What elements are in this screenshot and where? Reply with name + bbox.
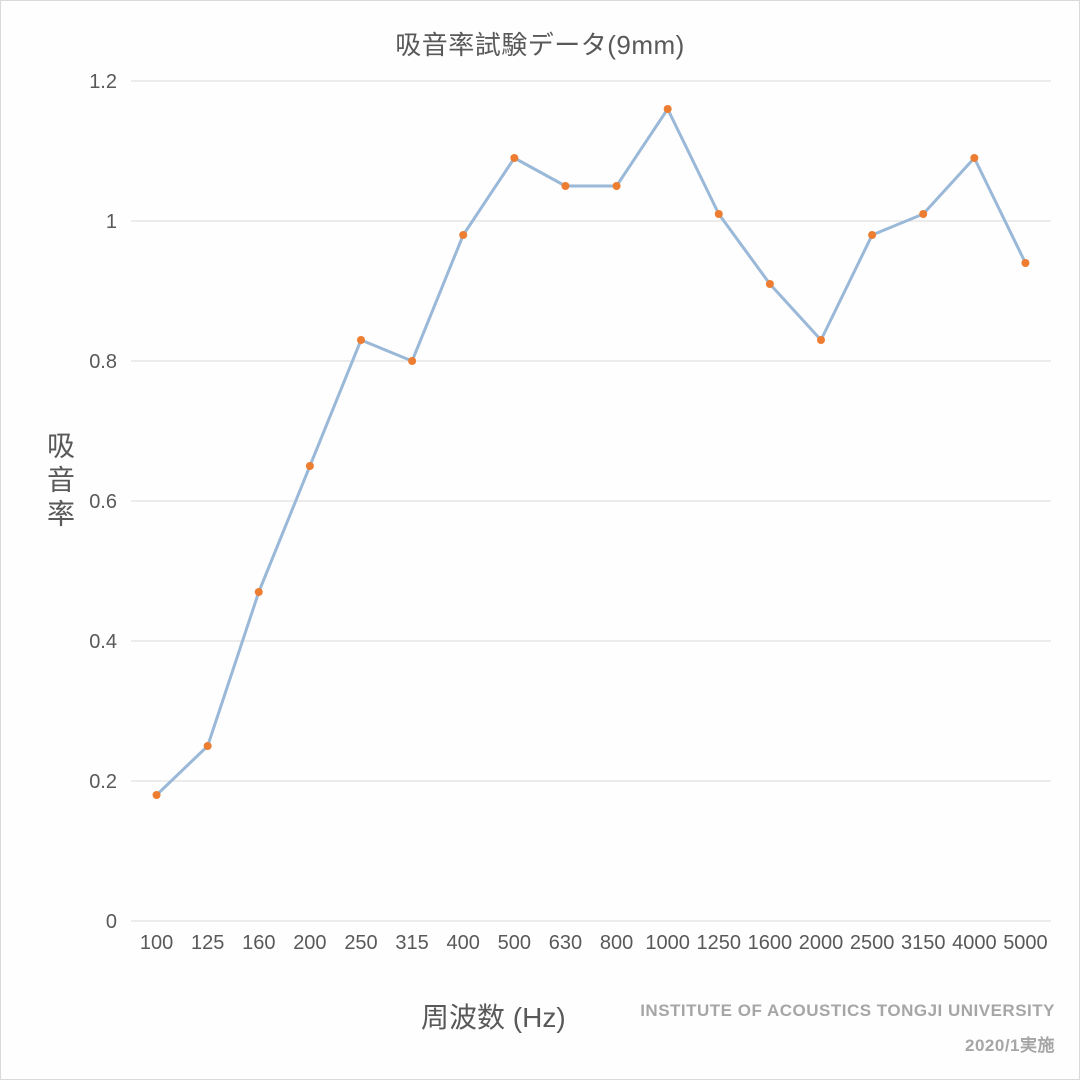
y-tick-label: 0.2 — [89, 771, 117, 793]
x-tick-label: 2000 — [799, 932, 844, 954]
x-tick-label: 160 — [242, 932, 275, 954]
chart-plot: 0 0.2 0.4 0.6 0.8 1 1.2 100 125 160 200 250 315 400 50… — [1, 1, 1080, 1081]
x-tick-label: 5000 — [1003, 932, 1048, 954]
x-tick-label: 400 — [447, 932, 480, 954]
y-tick-label: 0.8 — [89, 351, 117, 373]
x-tick-label: 100 — [140, 932, 173, 954]
x-tick-label: 3150 — [901, 932, 946, 954]
data-marker — [970, 154, 978, 162]
data-marker — [459, 231, 467, 239]
data-marker — [1021, 259, 1029, 267]
x-tick-label: 800 — [600, 932, 633, 954]
y-tick-label: 1.2 — [89, 71, 117, 93]
data-marker — [664, 105, 672, 113]
data-marker — [306, 462, 314, 470]
data-marker — [715, 210, 723, 218]
y-tick-label: 0.6 — [89, 491, 117, 513]
data-marker — [357, 336, 365, 344]
x-tick-label: 1600 — [748, 932, 793, 954]
data-marker — [255, 588, 263, 596]
y-tick-label: 0 — [106, 911, 117, 933]
x-tick-label: 500 — [498, 932, 531, 954]
data-marker — [408, 357, 416, 365]
x-tick-label: 4000 — [952, 932, 997, 954]
data-marker — [510, 154, 518, 162]
x-tick-label: 250 — [344, 932, 377, 954]
data-marker — [153, 791, 161, 799]
data-line — [157, 109, 1026, 795]
data-marker — [919, 210, 927, 218]
x-tick-label: 2500 — [850, 932, 895, 954]
x-tick-label: 1250 — [697, 932, 742, 954]
x-tick-label: 200 — [293, 932, 326, 954]
data-marker — [766, 280, 774, 288]
y-tick-label: 0.4 — [89, 631, 117, 653]
x-tick-label: 1000 — [645, 932, 690, 954]
x-tick-label: 125 — [191, 932, 224, 954]
data-marker — [613, 182, 621, 190]
data-marker — [561, 182, 569, 190]
y-tick-label: 1 — [106, 211, 117, 233]
data-marker — [868, 231, 876, 239]
data-marker — [817, 336, 825, 344]
x-tick-label: 630 — [549, 932, 582, 954]
chart-page: 吸音率試験データ(9mm) 吸音率 周波数 (Hz) INSTITUTE OF … — [0, 0, 1080, 1080]
data-marker — [204, 742, 212, 750]
x-tick-label: 315 — [395, 932, 428, 954]
